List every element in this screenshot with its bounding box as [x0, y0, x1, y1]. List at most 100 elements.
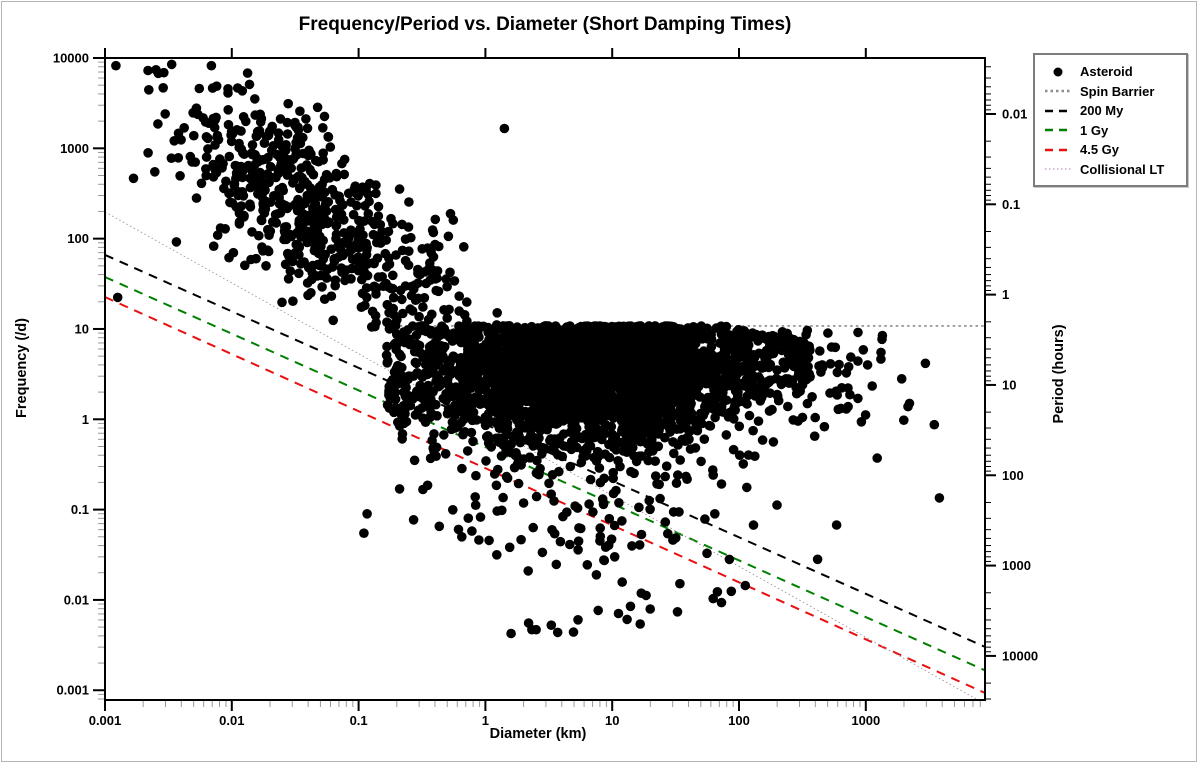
data-point [608, 467, 618, 478]
data-point [645, 604, 655, 614]
data-point [537, 449, 547, 459]
data-point [446, 424, 457, 435]
data-point [826, 342, 837, 352]
data-point [783, 401, 793, 412]
data-point [801, 340, 812, 351]
data-point [166, 153, 177, 163]
data-point [823, 328, 833, 338]
data-point [929, 419, 940, 430]
data-point [659, 402, 669, 413]
data-point [634, 540, 645, 550]
data-point [710, 412, 720, 423]
data-point [789, 361, 799, 372]
data-point [394, 484, 405, 494]
data-point [742, 482, 752, 493]
data-point [513, 478, 524, 489]
data-point [591, 570, 602, 580]
data-point [601, 380, 612, 391]
data-point [457, 532, 467, 542]
data-point [255, 117, 266, 127]
data-point [652, 428, 662, 438]
legend-line-icon [1045, 109, 1071, 112]
data-point [582, 338, 593, 348]
data-point [531, 624, 541, 635]
data-point [455, 396, 465, 406]
data-point [257, 242, 267, 252]
data-point [421, 278, 431, 289]
data-point [504, 542, 515, 553]
data-point [418, 325, 428, 336]
data-point [462, 446, 473, 456]
y-left-tick-label: 10000 [53, 51, 89, 66]
legend-line-icon [1045, 168, 1071, 171]
data-point [704, 420, 714, 431]
data-point [203, 144, 213, 154]
data-point [349, 184, 360, 194]
data-point [357, 288, 368, 299]
data-point [396, 351, 406, 362]
data-point [595, 328, 605, 338]
line-4-5-gy [105, 296, 985, 694]
data-point [221, 176, 231, 187]
data-point [764, 361, 774, 371]
data-point [703, 334, 713, 344]
data-point [779, 344, 789, 355]
data-point [533, 469, 543, 479]
data-point [338, 250, 348, 261]
data-point [644, 429, 655, 439]
data-point [288, 154, 299, 164]
data-point [404, 197, 414, 207]
data-point [426, 408, 437, 419]
data-point [573, 615, 583, 625]
data-point [725, 407, 735, 418]
data-point [422, 480, 433, 491]
data-point [194, 83, 205, 94]
data-point [330, 280, 341, 291]
data-point [539, 322, 549, 333]
data-point [812, 554, 823, 565]
data-point [860, 410, 871, 420]
data-point [669, 448, 679, 459]
data-point [779, 363, 790, 373]
data-point [608, 430, 618, 441]
legend-label: 1 Gy [1080, 122, 1109, 138]
x-tick-label: 100 [728, 713, 750, 728]
data-point [553, 450, 563, 460]
data-point [667, 380, 678, 390]
data-point [546, 620, 557, 630]
data-point [584, 499, 594, 509]
data-point [169, 136, 179, 146]
data-point [506, 628, 516, 639]
data-point [528, 522, 538, 533]
data-point [353, 252, 364, 262]
data-point [318, 155, 329, 165]
data-point [643, 455, 653, 466]
data-point [682, 474, 692, 485]
data-point [261, 154, 271, 164]
data-point [295, 224, 306, 235]
x-tick-label: 1000 [851, 713, 880, 728]
data-point [719, 323, 729, 333]
data-point [422, 243, 433, 253]
data-point [740, 381, 750, 391]
data-point [303, 262, 314, 273]
data-point [465, 356, 475, 366]
data-point [322, 264, 333, 275]
data-point [470, 500, 481, 511]
data-point [530, 334, 540, 344]
data-point [501, 412, 512, 422]
data-point [819, 421, 830, 432]
legend-label: Asteroid [1080, 64, 1133, 80]
data-point [189, 130, 199, 141]
data-point [594, 403, 605, 414]
data-point [674, 394, 685, 405]
data-point [762, 352, 772, 363]
data-point [275, 166, 286, 176]
data-point [310, 234, 320, 245]
data-point [867, 381, 877, 391]
data-point [260, 204, 271, 214]
data-point [432, 358, 443, 368]
data-point [555, 536, 566, 547]
data-point [663, 528, 673, 539]
data-point [716, 401, 727, 412]
